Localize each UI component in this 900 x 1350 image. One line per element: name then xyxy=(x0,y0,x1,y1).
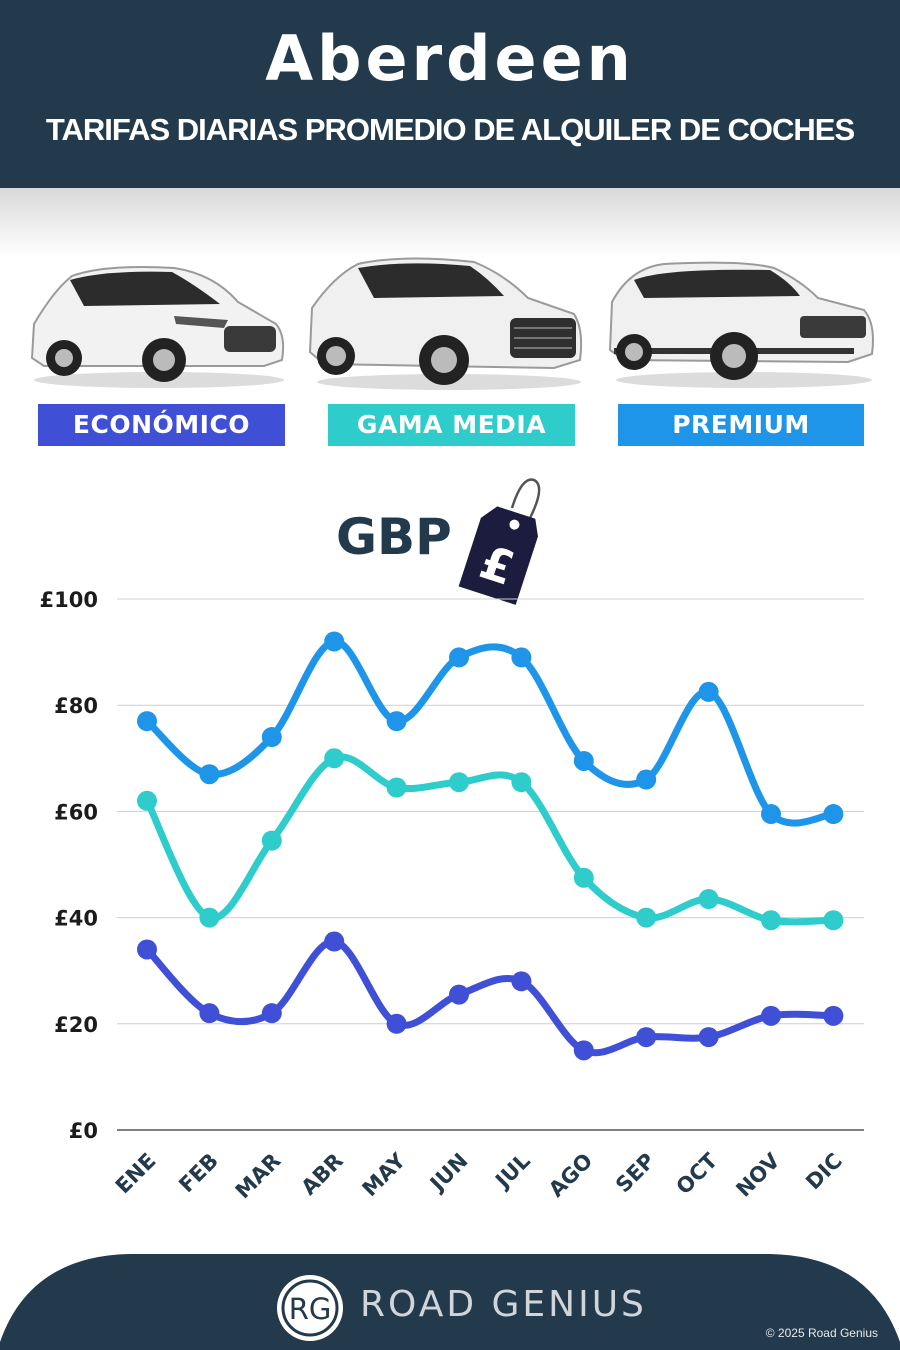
category-premium: PREMIUM xyxy=(618,404,864,446)
economy-car-image xyxy=(30,266,285,388)
data-point xyxy=(449,984,469,1005)
x-tick-label: SEP xyxy=(611,1149,660,1198)
x-tick-label: ABR xyxy=(297,1149,348,1200)
data-point xyxy=(511,971,532,992)
data-point xyxy=(573,750,594,771)
x-tick-label: ENE xyxy=(111,1149,161,1199)
data-point xyxy=(698,681,719,702)
data-point xyxy=(137,790,157,811)
data-point xyxy=(386,711,407,732)
page-subtitle: TARIFAS DIARIAS PROMEDIO DE ALQUILER DE … xyxy=(45,112,855,147)
category-economico: ECONÓMICO xyxy=(38,404,285,446)
x-tick-label: FEB xyxy=(174,1149,223,1198)
data-point xyxy=(573,1040,594,1061)
x-tick-label: JUN xyxy=(424,1149,472,1197)
x-tick-label: DIC xyxy=(801,1149,847,1195)
data-point xyxy=(199,764,220,785)
data-point xyxy=(137,711,157,732)
road-genius-logo: RG xyxy=(277,1275,343,1341)
data-point xyxy=(199,907,220,928)
data-point xyxy=(449,647,469,668)
data-point xyxy=(823,910,844,931)
data-point xyxy=(823,1005,844,1026)
data-point xyxy=(324,748,345,769)
x-tick-label: MAR xyxy=(231,1149,286,1204)
brand-name: ROAD GENIUS xyxy=(360,1284,647,1325)
series-line xyxy=(143,937,837,1057)
x-tick-label: AGO xyxy=(544,1149,597,1202)
data-point xyxy=(324,631,345,652)
premium-car-image xyxy=(608,261,874,388)
data-point xyxy=(511,772,532,793)
category-gama-media: GAMA MEDIA xyxy=(328,404,575,446)
price-tag-icon: £ xyxy=(458,478,541,605)
data-point xyxy=(823,804,844,825)
logo-text: RG xyxy=(289,1292,332,1326)
data-point xyxy=(636,769,657,790)
data-point xyxy=(449,772,469,793)
x-tick-label: OCT xyxy=(672,1148,723,1199)
midsize-car-image xyxy=(308,257,583,390)
data-point xyxy=(761,1005,781,1026)
data-point xyxy=(511,647,532,668)
data-point xyxy=(324,931,345,952)
y-tick-label: £40 xyxy=(54,907,98,931)
data-point xyxy=(761,804,781,825)
footer-banner xyxy=(0,1254,900,1350)
y-tick-label: £100 xyxy=(40,588,98,612)
data-point xyxy=(698,889,719,910)
data-point xyxy=(636,1027,657,1048)
city-title: Aberdeen xyxy=(265,22,635,95)
y-tick-label: £80 xyxy=(54,694,98,718)
data-point xyxy=(386,1013,407,1034)
line-chart: £0 £20 £40 £60 £80 £100 ENE FEB MAR ABR MAY JUN JUL… xyxy=(40,588,864,1204)
data-point xyxy=(698,1027,719,1048)
data-point xyxy=(636,907,657,928)
data-point xyxy=(199,1003,220,1024)
series-line xyxy=(143,637,837,827)
header-shadow xyxy=(0,188,900,258)
data-point xyxy=(573,867,594,888)
data-point xyxy=(761,910,781,931)
x-tick-label: MAY xyxy=(358,1148,411,1201)
data-point xyxy=(261,727,282,748)
x-tick-label: NOV xyxy=(731,1148,785,1202)
currency-label: GBP xyxy=(336,508,452,566)
data-point xyxy=(386,777,407,798)
copyright-text: © 2025 Road Genius xyxy=(765,1326,878,1340)
header-banner: Aberdeen TARIFAS DIARIAS PROMEDIO DE ALQ… xyxy=(0,0,900,188)
x-tick-label: JUL xyxy=(490,1149,535,1194)
y-tick-label: £20 xyxy=(54,1013,98,1037)
series-line xyxy=(143,753,837,926)
data-point xyxy=(137,939,157,960)
data-point xyxy=(261,1003,282,1024)
y-tick-label: £0 xyxy=(69,1119,98,1143)
y-tick-label: £60 xyxy=(54,800,98,824)
data-point xyxy=(261,830,282,851)
